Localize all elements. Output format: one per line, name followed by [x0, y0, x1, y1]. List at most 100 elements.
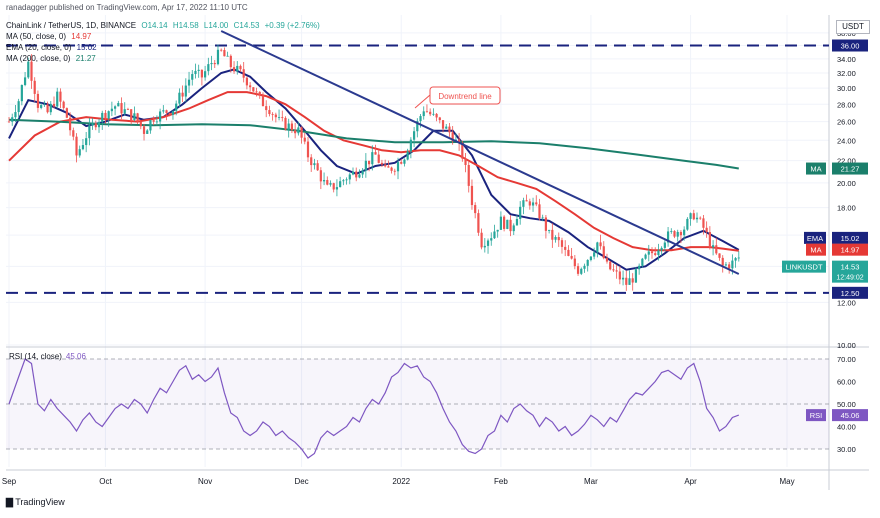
- candle-body: [612, 269, 615, 271]
- candle-body: [136, 113, 139, 122]
- level-price-badge: [832, 286, 868, 299]
- ma200-price-text: 21.27: [841, 165, 860, 174]
- candle-body: [535, 202, 538, 205]
- candle-body: [631, 278, 634, 283]
- candle-body: [429, 111, 432, 115]
- candle-body: [204, 71, 207, 78]
- indicator-value: 15.02: [76, 43, 97, 52]
- candle-body: [168, 112, 171, 115]
- candle-body: [528, 201, 531, 206]
- candle-body: [486, 240, 490, 246]
- indicator-ma50[interactable]: MA (50, close, 0) 14.97: [6, 32, 94, 41]
- candle-body: [416, 121, 419, 132]
- price-tick-label: 22.00: [837, 157, 856, 166]
- ohlc-change: +0.39 (+2.76%): [264, 21, 320, 30]
- rsi-tick-label: 40.00: [837, 423, 856, 432]
- candle-body: [56, 91, 59, 107]
- candle-body: [493, 231, 496, 239]
- candle-body: [171, 110, 175, 115]
- candle-body: [647, 251, 650, 255]
- price-tick-label: 34.00: [837, 55, 856, 64]
- callout-pointer: [414, 94, 431, 109]
- candle-body: [499, 216, 502, 230]
- candle-body: [461, 143, 464, 159]
- price-tick-label: 30.00: [837, 84, 856, 93]
- candle-body: [155, 121, 158, 123]
- candle-body: [43, 104, 46, 106]
- candle-body: [27, 61, 30, 78]
- candle-body: [242, 69, 245, 78]
- candle-body: [390, 167, 393, 171]
- candle-body: [679, 231, 683, 236]
- candle-body: [615, 270, 618, 272]
- indicator-label: MA (50, close, 0): [6, 32, 67, 41]
- candle-body: [85, 138, 88, 146]
- candle-body: [281, 117, 284, 118]
- candle-body: [271, 114, 274, 115]
- candle-body: [300, 127, 303, 138]
- candle-body: [184, 85, 187, 97]
- candle-body: [97, 121, 101, 128]
- candle-body: [59, 91, 62, 102]
- downtrend-line: [220, 30, 740, 275]
- ma50-line: [8, 91, 739, 252]
- candle-body: [139, 121, 142, 127]
- candle-body: [194, 70, 197, 75]
- ema20-tag-text: EMA: [807, 234, 823, 243]
- price-tick-label: 18.00: [837, 204, 856, 213]
- candle-body: [686, 218, 689, 230]
- candle-body: [400, 162, 403, 164]
- time-tick-label: Feb: [494, 477, 508, 486]
- indicator-value: 14.97: [71, 32, 92, 41]
- candle-body: [412, 131, 416, 140]
- candle-body: [339, 181, 342, 188]
- candle-body: [123, 109, 126, 114]
- candle-body: [345, 179, 348, 181]
- candle-body: [467, 164, 470, 186]
- candle-body: [567, 249, 570, 256]
- candle-body: [7, 121, 11, 123]
- candle-body: [319, 170, 322, 182]
- candle-body: [541, 217, 544, 219]
- time-tick-label: May: [779, 477, 794, 486]
- indicator-ma200[interactable]: MA (200, close, 0) 21.27: [6, 54, 99, 63]
- candle-body: [660, 247, 663, 251]
- publisher-text: ranadagger published on TradingView.com,…: [6, 3, 248, 12]
- ema20-price-text: 15.02: [841, 234, 860, 243]
- symbol-name[interactable]: ChainLink / TetherUS, 1D, BINANCE: [6, 21, 137, 30]
- candle-body: [133, 113, 136, 121]
- candle-body: [175, 103, 178, 111]
- candle-body: [255, 91, 258, 93]
- time-tick-label: Sep: [2, 477, 17, 486]
- candle-body: [181, 92, 184, 97]
- candle-body: [113, 106, 117, 109]
- currency-badge[interactable]: USDT: [836, 20, 870, 34]
- candle-body: [699, 217, 702, 219]
- candle-body: [130, 109, 133, 121]
- candle-body: [593, 252, 596, 257]
- tradingview-logo[interactable]: ▇ TradingView: [6, 497, 65, 508]
- candle-body: [91, 123, 94, 126]
- candle-body: [348, 174, 351, 180]
- rsi-value-text: 45.06: [841, 411, 860, 420]
- candle-body: [274, 114, 277, 118]
- indicator-label: EMA (20, close, 0): [6, 43, 72, 52]
- candle-body: [72, 130, 75, 137]
- candle-body: [152, 120, 155, 122]
- ma50-price-text: 14.97: [841, 246, 860, 255]
- indicator-ema20[interactable]: EMA (20, close, 0) 15.02: [6, 43, 100, 52]
- candle-body: [332, 183, 335, 190]
- candle-body: [657, 250, 660, 255]
- candle-body: [329, 183, 332, 185]
- candle-body: [162, 110, 165, 112]
- candle-body: [525, 200, 528, 202]
- countdown-text: 12:49:02: [836, 275, 863, 282]
- candle-body: [728, 264, 731, 269]
- candle-body: [384, 164, 387, 167]
- candle-body: [65, 108, 68, 118]
- candle-body: [355, 171, 358, 178]
- candle-body: [249, 85, 252, 88]
- candle-body: [458, 139, 461, 144]
